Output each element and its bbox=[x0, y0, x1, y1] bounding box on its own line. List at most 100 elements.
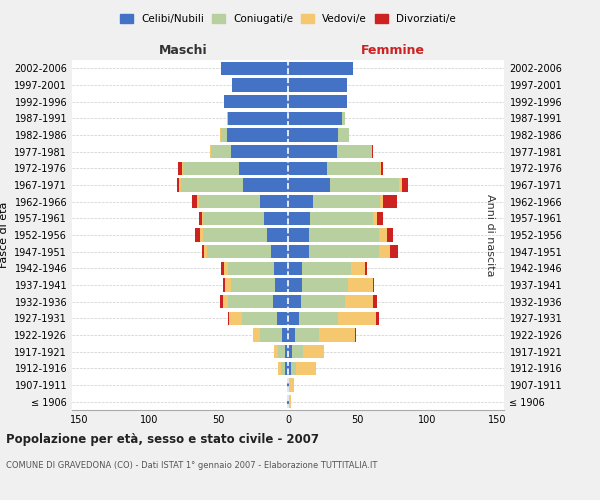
Bar bbox=[221, 262, 224, 275]
Bar bbox=[220, 128, 221, 141]
Bar bbox=[202, 212, 203, 225]
Bar bbox=[337, 145, 371, 158]
Bar bbox=[202, 245, 205, 258]
Bar bbox=[383, 195, 397, 208]
Y-axis label: Fasce di età: Fasce di età bbox=[0, 202, 9, 268]
Bar bbox=[260, 328, 283, 342]
Bar bbox=[221, 128, 227, 141]
Bar bbox=[379, 245, 390, 258]
Y-axis label: Anni di nascita: Anni di nascita bbox=[485, 194, 494, 276]
Bar bbox=[203, 228, 267, 241]
Bar bbox=[376, 312, 379, 325]
Bar bbox=[228, 112, 288, 125]
Bar bbox=[278, 345, 285, 358]
Bar bbox=[302, 278, 348, 291]
Bar bbox=[287, 395, 288, 408]
Bar bbox=[178, 162, 182, 175]
Text: COMUNE DI GRAVEDONA (CO) - Dati ISTAT 1° gennaio 2007 - Elaborazione TUTTITALIA.: COMUNE DI GRAVEDONA (CO) - Dati ISTAT 1°… bbox=[6, 460, 377, 469]
Bar bbox=[377, 212, 383, 225]
Bar bbox=[289, 378, 293, 392]
Bar bbox=[200, 228, 203, 241]
Bar bbox=[227, 128, 288, 141]
Bar bbox=[345, 295, 373, 308]
Bar bbox=[265, 212, 288, 225]
Bar bbox=[176, 178, 179, 192]
Bar bbox=[288, 295, 301, 308]
Bar bbox=[274, 262, 288, 275]
Bar bbox=[338, 312, 376, 325]
Bar bbox=[197, 195, 199, 208]
Bar bbox=[373, 295, 377, 308]
Bar bbox=[192, 195, 197, 208]
Bar bbox=[224, 95, 288, 108]
Bar bbox=[288, 78, 347, 92]
Bar bbox=[292, 345, 304, 358]
Bar bbox=[288, 162, 327, 175]
Bar bbox=[382, 162, 383, 175]
Bar bbox=[199, 212, 202, 225]
Bar bbox=[288, 62, 353, 75]
Bar bbox=[288, 245, 309, 258]
Bar bbox=[242, 312, 277, 325]
Bar bbox=[220, 295, 223, 308]
Bar bbox=[283, 328, 288, 342]
Bar bbox=[288, 312, 299, 325]
Bar bbox=[295, 328, 319, 342]
Bar bbox=[285, 345, 288, 358]
Bar bbox=[373, 278, 374, 291]
Bar bbox=[288, 128, 338, 141]
Bar bbox=[210, 145, 211, 158]
Bar bbox=[223, 295, 228, 308]
Bar bbox=[203, 212, 265, 225]
Bar bbox=[402, 178, 408, 192]
Bar bbox=[285, 362, 288, 375]
Bar bbox=[355, 328, 356, 342]
Bar bbox=[223, 278, 225, 291]
Text: Femmine: Femmine bbox=[361, 44, 425, 57]
Bar bbox=[288, 262, 302, 275]
Bar bbox=[244, 178, 288, 192]
Bar bbox=[181, 178, 244, 192]
Bar bbox=[301, 295, 345, 308]
Bar bbox=[390, 245, 398, 258]
Bar bbox=[288, 395, 289, 408]
Bar bbox=[309, 245, 379, 258]
Bar bbox=[330, 178, 400, 192]
Bar bbox=[319, 328, 355, 342]
Bar bbox=[379, 228, 387, 241]
Bar bbox=[179, 178, 181, 192]
Bar bbox=[289, 395, 291, 408]
Bar bbox=[387, 228, 392, 241]
Bar bbox=[327, 162, 380, 175]
Bar bbox=[271, 245, 288, 258]
Bar bbox=[199, 195, 260, 208]
Bar bbox=[275, 278, 288, 291]
Bar bbox=[227, 112, 228, 125]
Bar bbox=[288, 345, 292, 358]
Bar bbox=[288, 95, 347, 108]
Bar bbox=[287, 378, 288, 392]
Bar bbox=[304, 345, 324, 358]
Bar bbox=[400, 178, 402, 192]
Bar bbox=[348, 278, 373, 291]
Bar bbox=[310, 212, 373, 225]
Bar bbox=[239, 162, 288, 175]
Bar bbox=[267, 228, 288, 241]
Bar bbox=[228, 312, 229, 325]
Bar bbox=[221, 62, 288, 75]
Bar bbox=[373, 212, 377, 225]
Bar bbox=[288, 178, 330, 192]
Bar bbox=[231, 278, 275, 291]
Bar bbox=[260, 195, 288, 208]
Bar bbox=[277, 312, 288, 325]
Bar bbox=[380, 162, 382, 175]
Bar bbox=[253, 328, 260, 342]
Bar bbox=[288, 112, 343, 125]
Bar bbox=[371, 145, 373, 158]
Bar bbox=[184, 162, 239, 175]
Bar bbox=[194, 228, 200, 241]
Bar bbox=[228, 262, 274, 275]
Bar bbox=[224, 262, 228, 275]
Bar bbox=[291, 362, 296, 375]
Bar bbox=[207, 245, 271, 258]
